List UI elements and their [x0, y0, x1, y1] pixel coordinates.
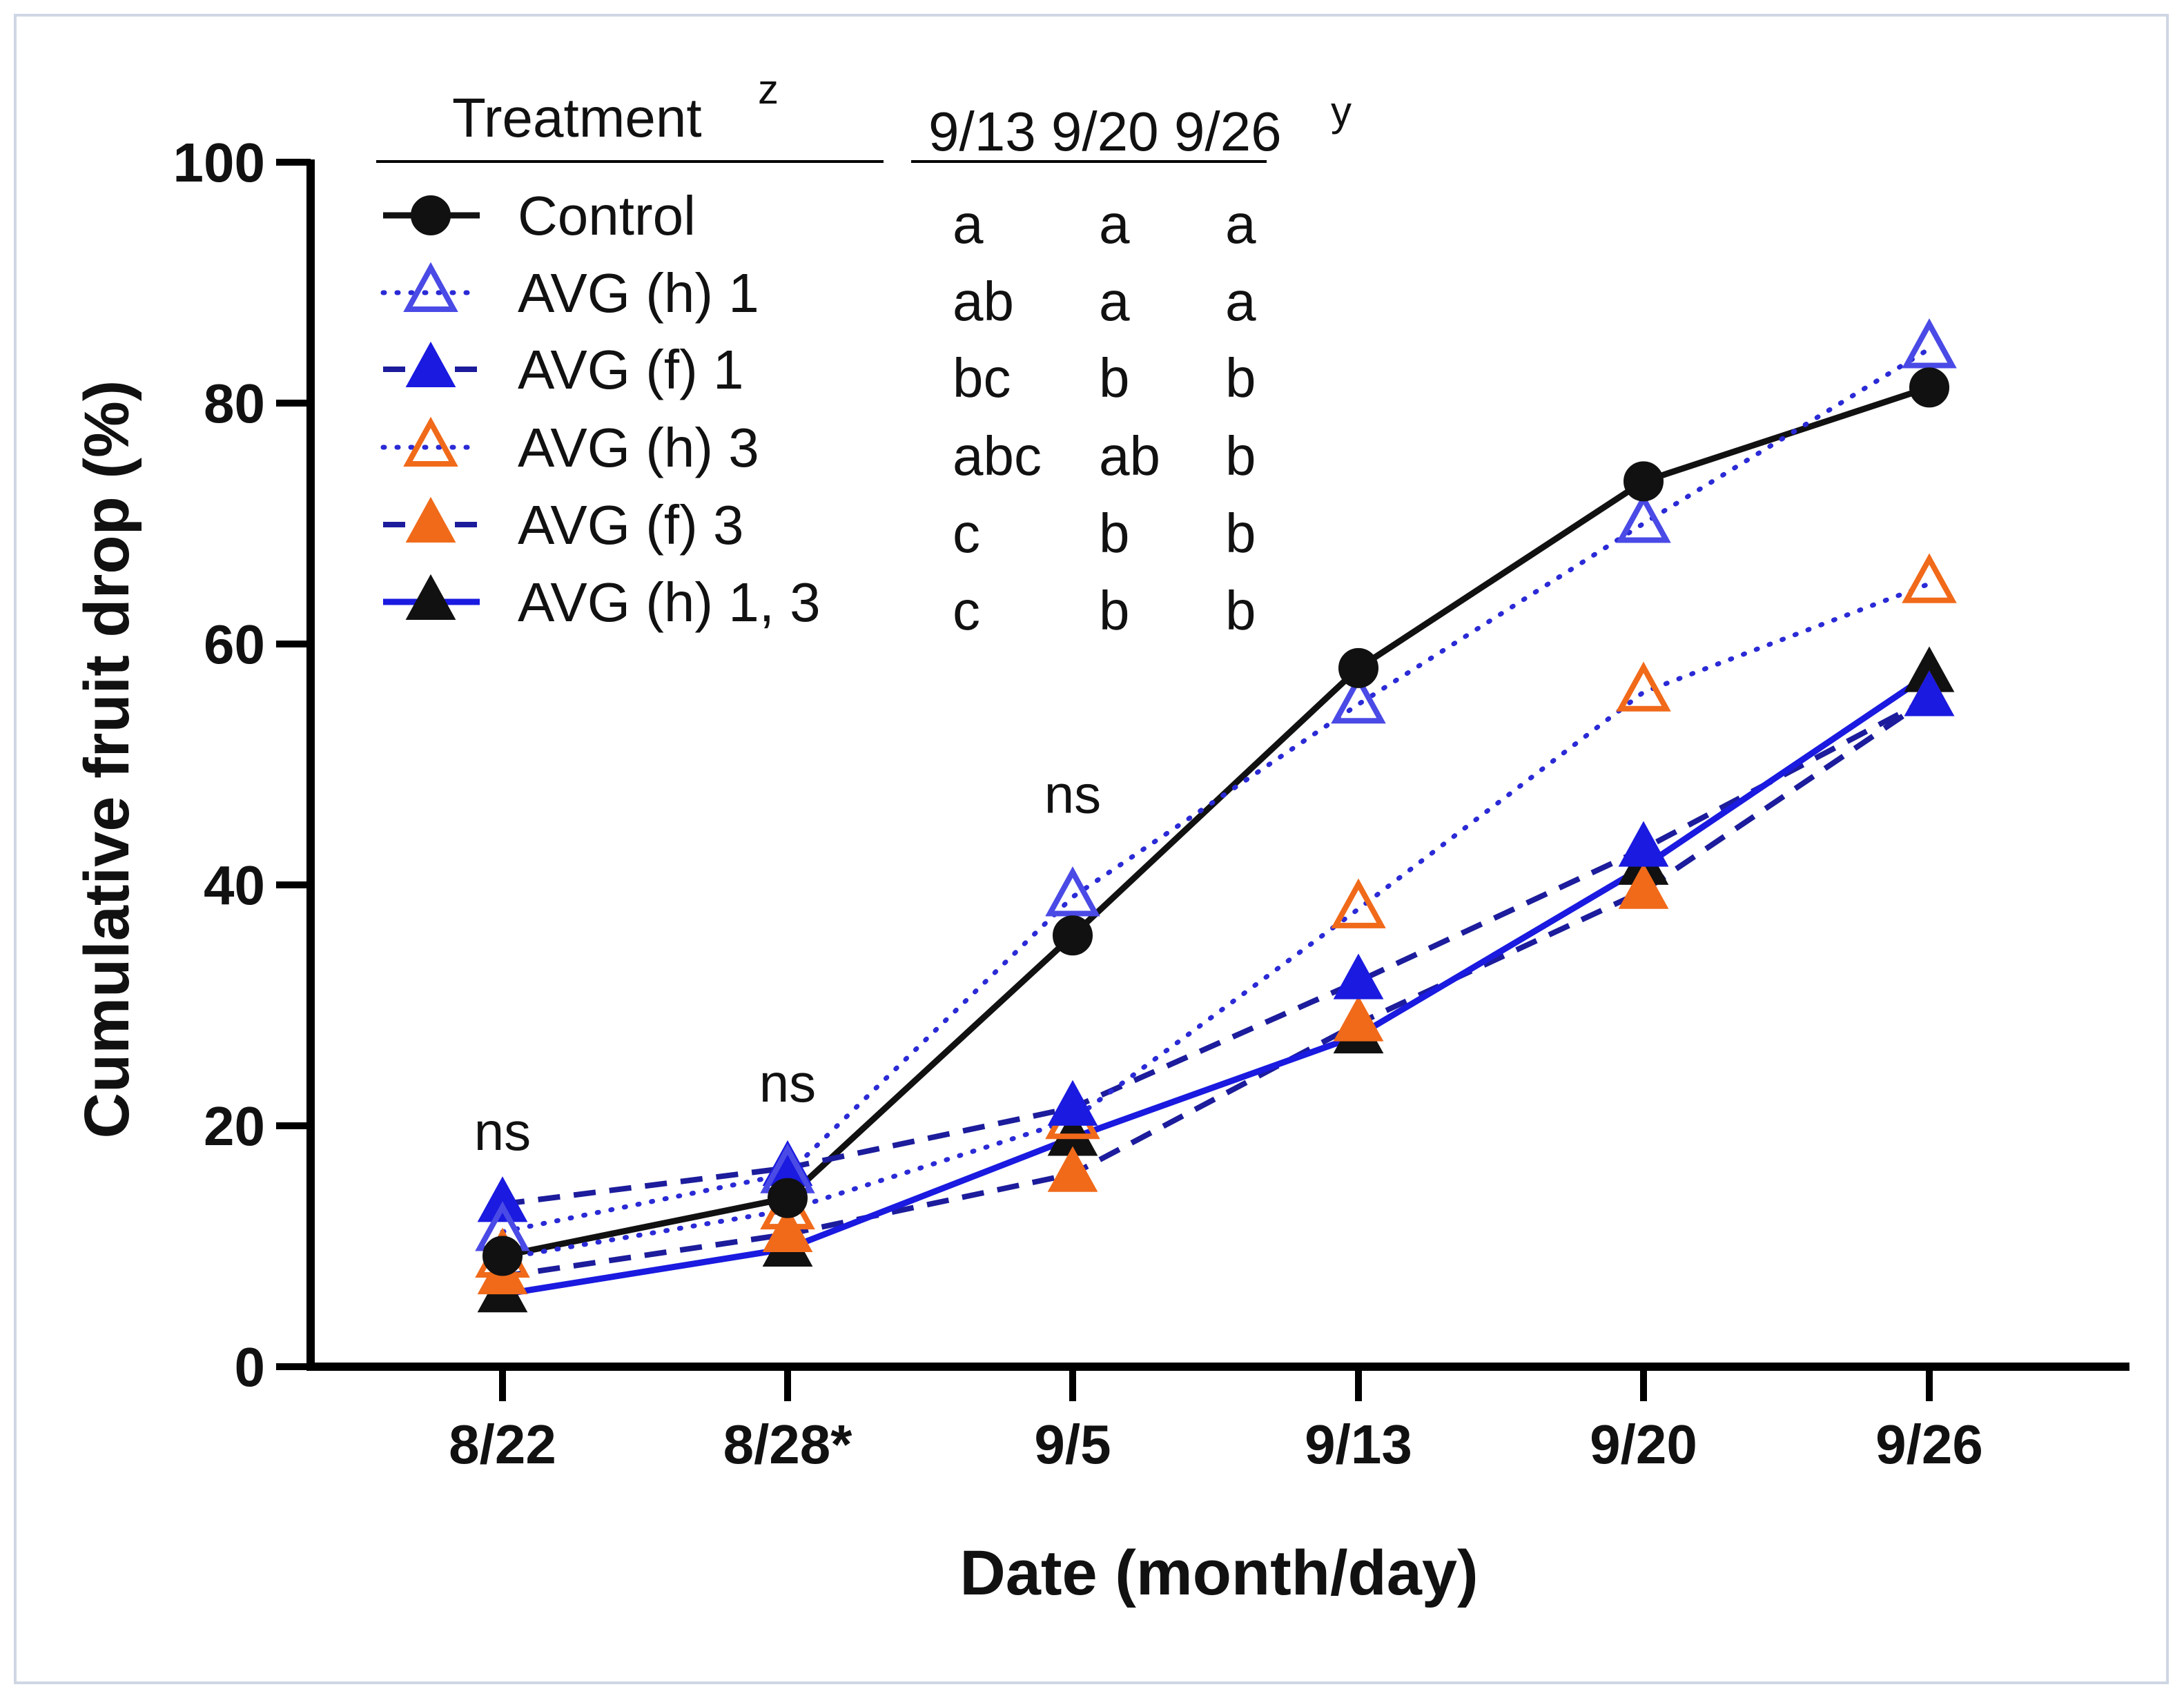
series-markers [475, 318, 1957, 1313]
marker-avg_h1 [1331, 673, 1386, 724]
legend-letter: a [1099, 193, 1130, 255]
y-axis-label: Cumulative fruit drop (%) [72, 380, 142, 1139]
legend-letters-superscript: y [1331, 88, 1352, 135]
series-line-avg_h13 [502, 671, 1931, 1298]
legend-marker-control [411, 195, 451, 235]
series-lines [500, 346, 1932, 1298]
marker-avg_f1 [1047, 1080, 1098, 1126]
x-tick-label: 8/22 [449, 1414, 556, 1475]
significance-annotation: ns [1044, 763, 1101, 824]
y-tick-label: 40 [204, 855, 265, 916]
marker-avg_h1 [1616, 493, 1671, 543]
marker-avg_f3 [1618, 863, 1669, 909]
series-line-avg_h1 [500, 346, 1932, 1235]
x-tick-label: 9/13 [1305, 1414, 1412, 1475]
marker-avg_h3 [1902, 553, 1957, 603]
significance-annotation: ns [474, 1101, 531, 1162]
y-tick-label: 60 [204, 614, 265, 675]
legend-letter: c [953, 502, 980, 564]
y-tick-label: 0 [235, 1336, 266, 1398]
legend-marker-avg_h13 [405, 574, 456, 620]
series-line-avg_h3 [500, 581, 1932, 1261]
marker-control [1624, 461, 1664, 502]
legend-letter: a [953, 193, 984, 255]
annotations: ns ns ns [474, 763, 1101, 1162]
significance-annotation: ns [759, 1053, 816, 1113]
legend-letter: b [1225, 580, 1256, 641]
marker-avg_h3 [1331, 878, 1386, 928]
x-tick-label: 9/26 [1875, 1414, 1983, 1475]
series-line-avg_f1 [502, 695, 1931, 1207]
legend-letters-header: 9/13 9/20 9/26 [928, 101, 1282, 162]
marker-control [1909, 367, 1949, 408]
legend-letter: b [1099, 580, 1130, 641]
marker-avg_f3 [1333, 995, 1384, 1042]
legend-letter: a [1225, 193, 1256, 255]
legend-label-avg_f3: AVG (f) 3 [518, 494, 743, 556]
legend-letter: bc [953, 347, 1011, 409]
figure-frame [14, 14, 2169, 1684]
legend-title-superscript: z [758, 66, 779, 113]
series-line-avg_f3 [502, 696, 1931, 1280]
axes: 0 20 40 60 80 100 8/22 8/28* 9/5 9/13 9/20 9/26 [173, 132, 2129, 1475]
y-tick-label: 20 [204, 1095, 265, 1157]
legend-label-avg_h3: AVG (h) 3 [518, 417, 759, 478]
marker-avg_f1 [1333, 953, 1384, 999]
marker-avg_f1 [1618, 821, 1669, 867]
legend-letter: b [1099, 347, 1130, 409]
legend-letter: a [1225, 271, 1256, 332]
legend-label-control: Control [518, 185, 696, 246]
legend-label-avg_h13: AVG (h) 1, 3 [518, 572, 821, 633]
marker-control [1338, 647, 1378, 688]
x-tick-label: 9/5 [1034, 1414, 1111, 1475]
marker-avg_h3 [1616, 661, 1671, 712]
legend-label-avg_f1: AVG (f) 1 [518, 339, 743, 400]
series-line-control [502, 384, 1931, 1259]
marker-control [482, 1236, 523, 1276]
legend-marker-avg_h1 [403, 262, 458, 312]
legend-letter: c [953, 580, 980, 641]
legend-letter: b [1099, 502, 1130, 564]
legend-letter: abc [953, 425, 1042, 487]
x-tick-label: 8/28* [723, 1414, 853, 1475]
marker-control [1053, 915, 1093, 956]
marker-avg_h1 [1045, 866, 1100, 917]
x-tick-label: 9/20 [1590, 1414, 1697, 1475]
legend-letter: ab [953, 271, 1014, 332]
legend-label-avg_h1: AVG (h) 1 [518, 262, 759, 324]
marker-avg_f3 [1047, 1146, 1098, 1192]
legend-letter: b [1225, 425, 1256, 487]
legend-letter: ab [1099, 425, 1160, 487]
legend-marker-avg_f3 [405, 496, 456, 543]
marker-control [768, 1178, 808, 1218]
y-tick-label: 100 [173, 132, 265, 193]
legend-title: Treatment [452, 87, 702, 148]
legend-marker-avg_f1 [405, 341, 456, 387]
legend-letter: b [1225, 347, 1256, 409]
legend-letter: b [1225, 502, 1256, 564]
marker-avg_f1 [1904, 670, 1955, 716]
marker-avg_f3 [762, 1206, 813, 1253]
marker-avg_h1 [1902, 318, 1957, 369]
x-axis-label: Date (month/day) [959, 1538, 1478, 1608]
legend-letter: a [1099, 271, 1130, 332]
marker-avg_f1 [477, 1176, 528, 1222]
legend-marker-avg_h3 [403, 416, 458, 467]
y-tick-label: 80 [204, 373, 265, 434]
